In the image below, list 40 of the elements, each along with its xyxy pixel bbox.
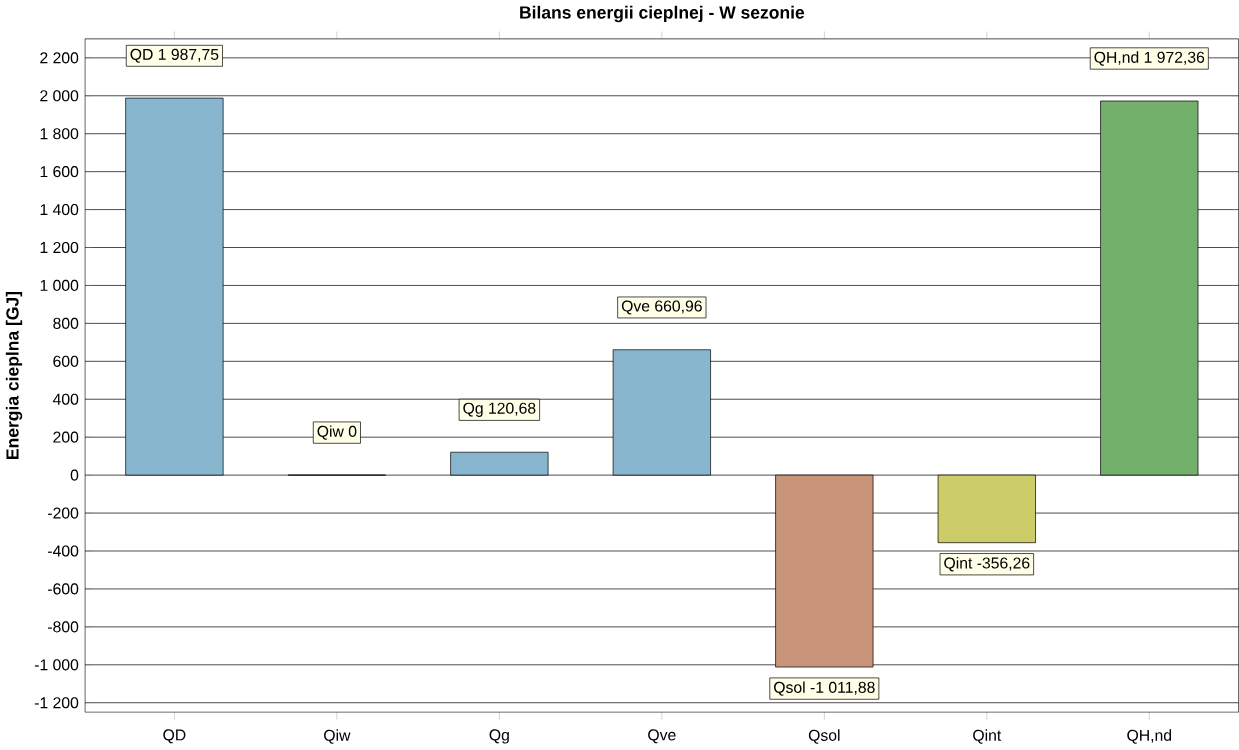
x-tick-label: Qint [973, 729, 1002, 744]
y-tick-label: 1 800 [40, 128, 79, 140]
x-tick-label: Qiw [324, 729, 351, 744]
y-tick-label: 2 200 [40, 52, 79, 64]
y-tick-label: 1 000 [40, 280, 79, 292]
data-label: Qve 660,96 [621, 300, 702, 315]
data-label: QD 1 987,75 [130, 49, 219, 63]
bar [450, 452, 549, 476]
y-tick-label: 0 [70, 469, 79, 481]
y-tick-label: -800 [48, 621, 79, 633]
x-tick-label: Qsol [808, 729, 840, 744]
bar [125, 97, 224, 476]
bar [612, 349, 711, 476]
y-tick-label: 1 400 [40, 204, 79, 216]
y-tick-label: -400 [48, 545, 79, 557]
y-tick-label: 1 200 [40, 242, 79, 254]
bar [937, 474, 1036, 544]
y-tick-label: -200 [48, 507, 79, 519]
y-tick-label: -600 [48, 583, 79, 595]
bar [1100, 100, 1199, 476]
data-label: Qg 120,68 [463, 402, 536, 418]
chart-title: Bilans energii cieplnej - W sezonie [520, 6, 805, 23]
x-tick-label: Qg [489, 729, 509, 744]
data-label: QH,nd 1 972,36 [1094, 51, 1205, 66]
data-label: Qsol -1 011,88 [774, 681, 875, 696]
y-tick-label: 800 [53, 318, 79, 330]
y-tick-label: 2 000 [40, 90, 79, 102]
bar [775, 474, 874, 668]
x-tick-label: QD [163, 729, 186, 744]
y-tick-label: -1 000 [34, 659, 79, 671]
y-axis-title: Energia cieplna [GJ] [5, 292, 23, 460]
y-tick-label: 400 [52, 393, 79, 406]
data-label: Qint -356,26 [944, 557, 1030, 572]
data-label: Qiw 0 [317, 425, 357, 440]
y-tick-label: 1 600 [40, 166, 79, 178]
x-tick-label: QH,nd [1127, 729, 1172, 744]
y-tick-label: 200 [53, 431, 79, 443]
x-tick-label: Qve [648, 729, 676, 744]
y-tick-label: 600 [53, 355, 79, 368]
y-tick-label: -1 200 [34, 697, 79, 709]
